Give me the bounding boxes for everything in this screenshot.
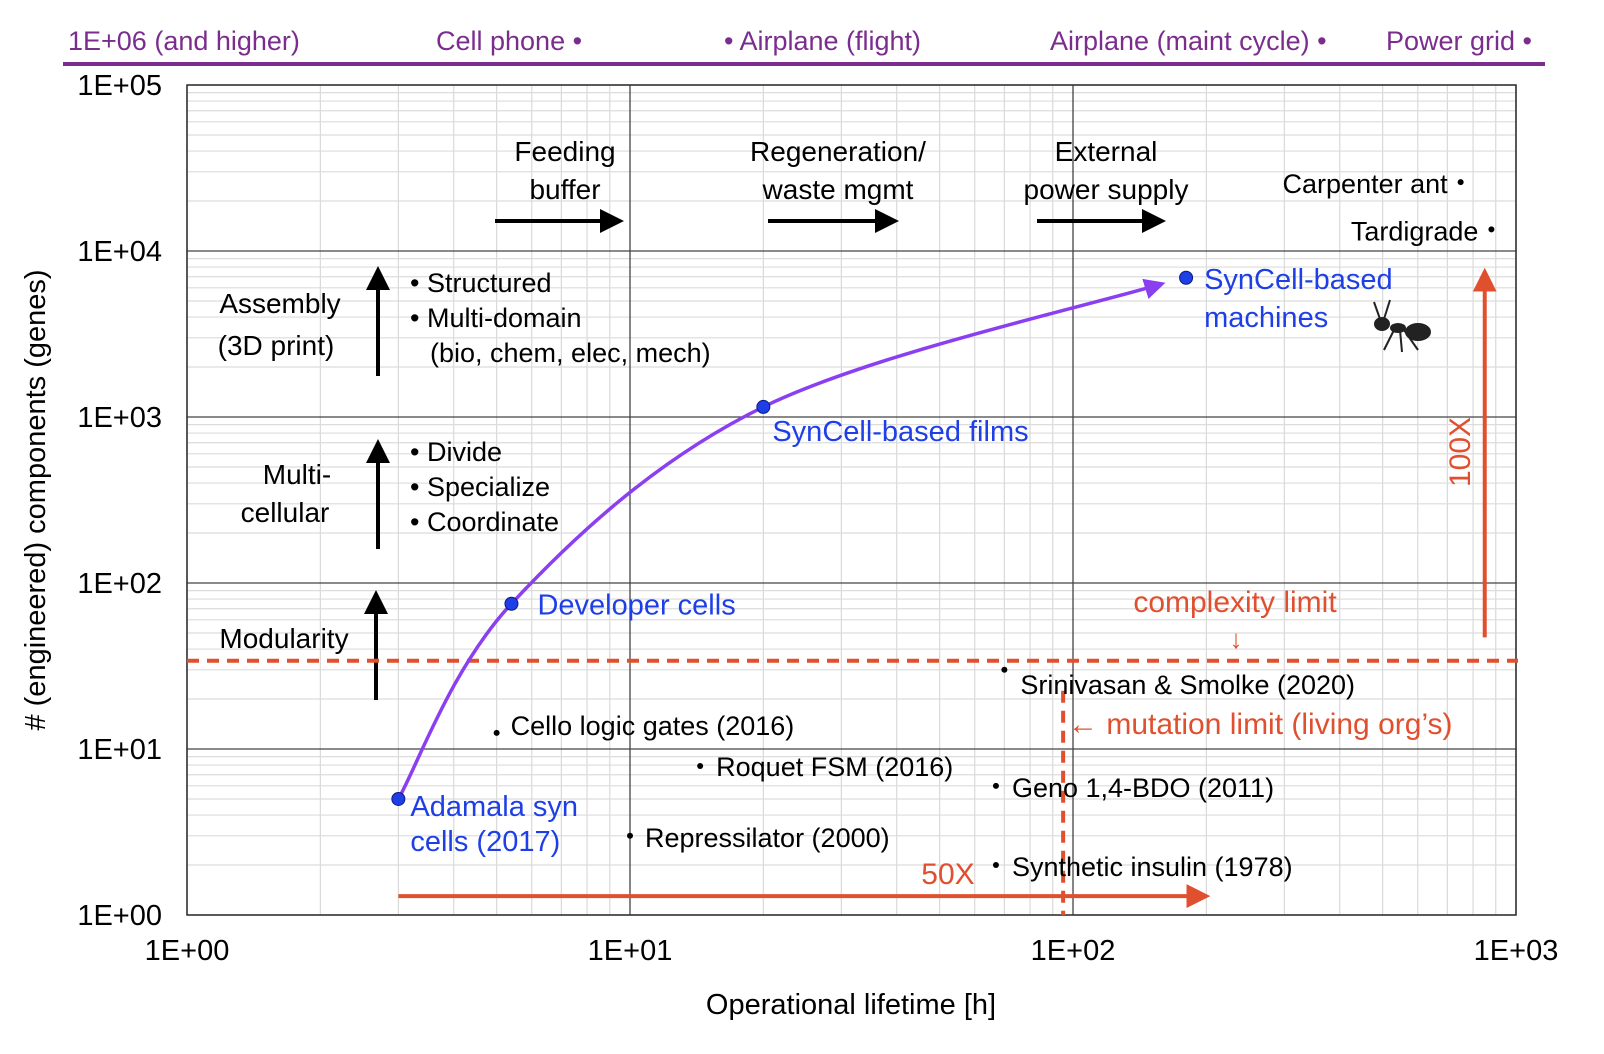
reference-point	[992, 782, 999, 789]
complexity-improvement-label: 100X	[1444, 417, 1477, 487]
stage-label: cellular	[241, 497, 330, 528]
stage-label: External	[1055, 136, 1158, 167]
reference-point	[697, 762, 704, 769]
y-tick-label: 1E+04	[77, 236, 162, 268]
syncell-point-label: Developer cells	[537, 590, 735, 622]
y-tick-label: 1E+05	[77, 70, 162, 102]
reference-point	[627, 832, 633, 839]
syncell-point	[504, 596, 519, 611]
banner-label: Airplane (maint cycle) •	[1050, 26, 1327, 56]
stage-label: Feeding	[514, 136, 615, 167]
reference-point	[493, 729, 500, 736]
syncell-point	[391, 791, 406, 806]
x-tick-label: 1E+02	[1031, 935, 1116, 967]
top-banner: 1E+06 (and higher) Cell phone • • Airpla…	[63, 26, 1545, 66]
tick-labels: 1E+00 1E+01 1E+02 1E+03 1E+00 1E+01 1E+02 1E+03…	[77, 70, 1558, 967]
stage-label: Regeneration/	[750, 136, 926, 167]
y-axis-label: # (engineered) components (genes)	[20, 269, 52, 730]
reference-point-label: Cello logic gates (2016)	[511, 711, 795, 741]
bullet: • Structured	[410, 268, 552, 298]
banner-label: • Airplane (flight)	[724, 26, 921, 56]
stage-label: Assembly	[219, 288, 340, 319]
x-axis-label: Operational lifetime [h]	[706, 989, 996, 1021]
bullet: • Multi-domain	[410, 303, 582, 333]
bullet: • Divide	[410, 437, 502, 467]
x-tick-label: 1E+03	[1474, 935, 1559, 967]
stage-label: Multi-	[263, 459, 331, 490]
syncell-point-label: SynCell-based	[1204, 264, 1393, 296]
y-tick-label: 1E+01	[77, 734, 162, 766]
reference-point-label: Roquet FSM (2016)	[716, 752, 953, 782]
banner-label: Cell phone •	[436, 26, 582, 56]
reference-point-label: Repressilator (2000)	[645, 823, 890, 853]
mutation-limit-label: ← mutation limit (living org’s)	[1068, 708, 1453, 741]
lifetime-stages: Feeding buffer Regeneration/ waste mgmt …	[495, 136, 1189, 233]
banner-wavy-line	[63, 62, 1545, 66]
complexity-limit-arrow: ↓	[1230, 624, 1243, 654]
y-tick-label: 1E+00	[77, 900, 162, 932]
bullet: • Specialize	[410, 472, 550, 502]
syncell-point-label: Adamala syn	[410, 791, 578, 823]
reference-point-label: Srinivasan & Smolke (2020)	[1020, 670, 1355, 700]
reference-point	[992, 862, 999, 869]
bullet: • Coordinate	[410, 507, 559, 537]
reference-point-label: Carpenter ant	[1283, 169, 1449, 199]
plot-frame	[186, 84, 1517, 916]
reference-point-label: Tardigrade	[1351, 216, 1479, 246]
syncell-point	[1179, 270, 1194, 285]
banner-label: Power grid •	[1386, 26, 1532, 56]
reference-point	[1001, 666, 1008, 673]
reference-point	[1488, 226, 1495, 233]
grid	[186, 84, 1517, 916]
reference-point-label: Synthetic insulin (1978)	[1012, 852, 1293, 882]
syncell-point-label: SynCell-based films	[772, 416, 1028, 448]
stage-label: Modularity	[219, 623, 348, 654]
ant-icon	[1373, 299, 1431, 353]
stage-label: buffer	[529, 174, 600, 205]
bullet-continuation: (bio, chem, elec, mech)	[430, 338, 711, 368]
reference-point	[1457, 179, 1464, 186]
syncell-point-label: cells (2017)	[410, 826, 560, 858]
stage-label: (3D print)	[218, 330, 335, 361]
syncell-point-label: machines	[1204, 302, 1328, 334]
complexity-limit-label: complexity limit	[1133, 586, 1337, 619]
syncell-trajectory-curve	[396, 278, 1166, 800]
lifetime-improvement-label: 50X	[921, 858, 974, 891]
stage-label: power supply	[1024, 174, 1189, 205]
reference-point-label: Geno 1,4-BDO (2011)	[1012, 773, 1274, 803]
stage-label: waste mgmt	[762, 174, 914, 205]
syncell-point	[756, 399, 771, 414]
banner-label: 1E+06 (and higher)	[68, 26, 300, 56]
x-tick-label: 1E+01	[588, 935, 673, 967]
y-tick-label: 1E+03	[77, 402, 162, 434]
x-tick-label: 1E+00	[145, 935, 230, 967]
y-tick-label: 1E+02	[77, 568, 162, 600]
complexity-stages: Assembly (3D print) • Structured • Multi…	[218, 266, 711, 700]
